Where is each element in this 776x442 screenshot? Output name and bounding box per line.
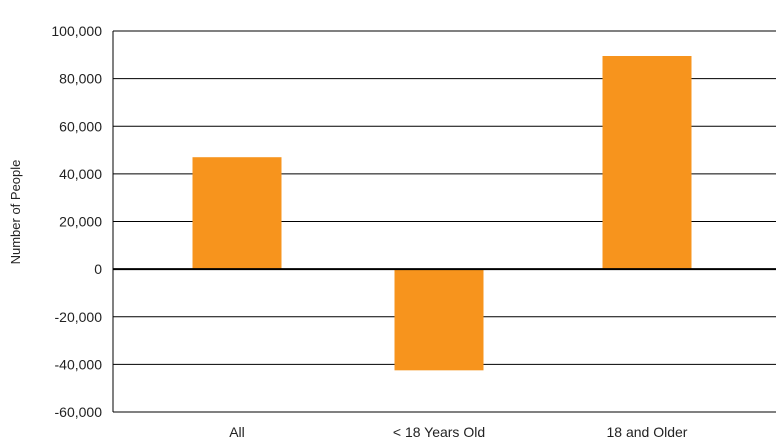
x-category-label: < 18 Years Old	[393, 424, 485, 440]
bar	[192, 157, 282, 270]
x-category-label: 18 and Older	[607, 424, 688, 440]
y-tick-label: -20,000	[55, 309, 103, 325]
y-tick-label: 100,000	[51, 23, 102, 39]
y-tick-label: -40,000	[55, 356, 103, 372]
bar	[394, 269, 484, 371]
y-tick-label: 60,000	[59, 118, 102, 134]
y-axis-title: Number of People	[8, 160, 23, 265]
y-tick-label: 0	[94, 261, 102, 277]
x-category-label: All	[229, 424, 245, 440]
y-tick-label: 20,000	[59, 214, 102, 230]
y-tick-labels: 100,000 80,000 60,000 40,000 20,000 0 -20,000 -…	[51, 23, 102, 420]
x-category-labels: All < 18 Years Old 18 and Older	[229, 424, 688, 440]
y-tick-label: 40,000	[59, 166, 102, 182]
y-tick-label: -60,000	[55, 404, 103, 420]
bar	[602, 56, 692, 270]
bars	[192, 56, 692, 371]
y-tick-label: 80,000	[59, 71, 102, 87]
